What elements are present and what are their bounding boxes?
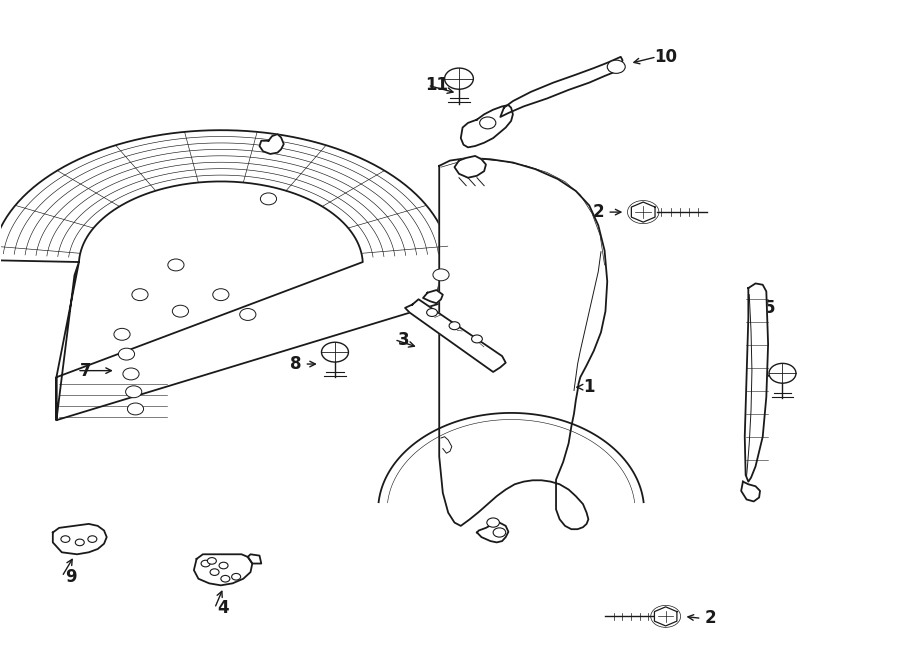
Circle shape (480, 117, 496, 129)
Polygon shape (53, 524, 107, 554)
Circle shape (239, 308, 256, 320)
Circle shape (231, 573, 240, 580)
Polygon shape (248, 554, 261, 563)
Text: 8: 8 (290, 355, 302, 373)
Circle shape (220, 575, 230, 582)
Text: 4: 4 (218, 600, 230, 618)
Circle shape (321, 342, 348, 362)
Circle shape (210, 569, 219, 575)
Text: 10: 10 (654, 48, 677, 66)
Text: 7: 7 (80, 361, 92, 379)
Circle shape (627, 201, 659, 224)
Circle shape (172, 305, 188, 317)
Polygon shape (439, 158, 608, 529)
Polygon shape (454, 156, 486, 177)
Circle shape (119, 348, 135, 360)
Text: 2: 2 (705, 609, 716, 628)
Text: 5: 5 (763, 299, 775, 317)
Circle shape (260, 193, 276, 205)
Circle shape (212, 289, 229, 301)
Circle shape (88, 536, 97, 542)
Circle shape (76, 539, 85, 545)
Polygon shape (194, 554, 252, 585)
Circle shape (449, 322, 460, 330)
Circle shape (201, 560, 210, 567)
Circle shape (427, 308, 437, 316)
Polygon shape (500, 57, 623, 117)
Circle shape (167, 259, 184, 271)
Circle shape (123, 368, 140, 380)
Polygon shape (477, 522, 508, 542)
Polygon shape (632, 202, 655, 222)
Text: 11: 11 (425, 76, 448, 94)
Circle shape (472, 335, 482, 343)
Polygon shape (461, 105, 513, 148)
Polygon shape (423, 290, 443, 303)
Text: 2: 2 (592, 203, 604, 221)
Circle shape (651, 606, 680, 628)
Text: 9: 9 (65, 568, 76, 586)
Circle shape (769, 363, 796, 383)
Circle shape (132, 289, 148, 301)
Circle shape (445, 68, 473, 89)
Polygon shape (742, 482, 760, 501)
Circle shape (207, 557, 216, 564)
Polygon shape (0, 130, 450, 420)
Circle shape (219, 562, 228, 569)
Polygon shape (744, 283, 768, 482)
Polygon shape (654, 607, 677, 626)
Circle shape (114, 328, 130, 340)
Circle shape (128, 403, 144, 415)
Circle shape (433, 269, 449, 281)
Polygon shape (259, 134, 284, 154)
Text: 3: 3 (398, 330, 410, 349)
Circle shape (126, 386, 142, 398)
Polygon shape (405, 299, 506, 372)
Circle shape (487, 518, 500, 527)
Text: 6: 6 (770, 365, 781, 383)
Text: 1: 1 (583, 378, 595, 396)
Circle shape (608, 60, 625, 73)
Circle shape (493, 528, 506, 537)
Circle shape (61, 536, 70, 542)
